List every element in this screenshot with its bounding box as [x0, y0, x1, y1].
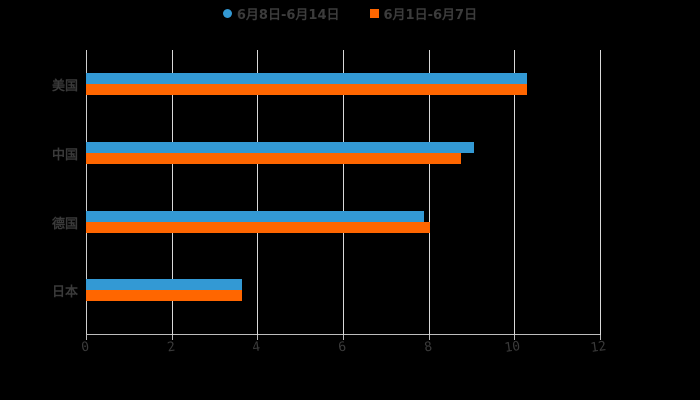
x-tick-label: 12: [589, 338, 608, 357]
x-tick: [428, 335, 430, 340]
gridline: [257, 50, 259, 335]
bar-week1[interactable]: [86, 222, 430, 233]
bar-week2[interactable]: [86, 211, 424, 222]
bar-week2[interactable]: [86, 73, 528, 84]
x-tick-label: 10: [503, 338, 522, 357]
x-tick-label: 6: [337, 339, 348, 356]
legend-item-week1[interactable]: 6月1日-6月7日: [369, 4, 478, 23]
x-tick: [86, 335, 87, 340]
plot-area: 0 2 4 6 8 10 12: [80, 50, 607, 356]
gridline: [514, 50, 516, 335]
category-label: 日本: [51, 285, 78, 300]
x-tick: [171, 335, 173, 340]
x-tick: [343, 335, 344, 340]
category-label: 德国: [51, 217, 78, 232]
legend-item-week2[interactable]: 6月8日-6月14日: [222, 4, 340, 23]
x-tick-label: 2: [165, 339, 176, 356]
x-tick: [600, 335, 601, 340]
gridline: [343, 50, 344, 335]
chart-legend: 6月8日-6月14日 6月1日-6月7日: [0, 4, 700, 23]
x-tick-label: 0: [80, 339, 91, 356]
legend-circle-icon: [222, 8, 232, 18]
x-tick: [257, 335, 259, 340]
legend-square-icon: [369, 8, 379, 18]
gridline: [171, 50, 173, 335]
bar-week1[interactable]: [86, 153, 462, 164]
x-tick-label: 8: [422, 339, 433, 356]
bar-week2[interactable]: [86, 142, 475, 153]
bar-week2[interactable]: [86, 279, 242, 290]
y-axis-line: [86, 50, 87, 335]
bar-week1[interactable]: [86, 290, 242, 301]
category-label: 美国: [51, 79, 78, 94]
legend-label: 6月8日-6月14日: [236, 7, 340, 23]
legend-label: 6月1日-6月7日: [383, 7, 478, 23]
x-tick: [514, 335, 516, 340]
category-label: 中国: [51, 148, 78, 163]
gridline: [600, 50, 601, 335]
x-tick-label: 4: [251, 339, 262, 356]
gridline: [428, 50, 430, 335]
bar-week1[interactable]: [86, 84, 528, 95]
